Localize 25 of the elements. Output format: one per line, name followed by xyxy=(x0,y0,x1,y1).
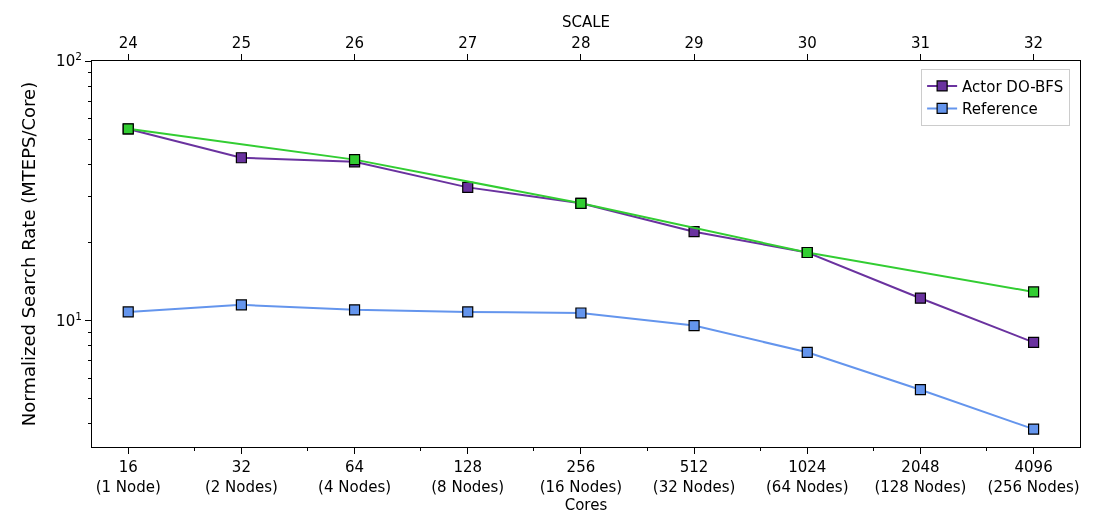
x2-tick-label: 27 xyxy=(458,33,478,52)
x2-tick-label: 31 xyxy=(910,33,930,52)
x2-axis-title: SCALE xyxy=(561,13,611,32)
x2-tick-label: 25 xyxy=(231,33,251,52)
y-axis-title: Normalized Search Rate (MTEPS/Core) xyxy=(18,81,40,427)
legend-label: Actor DO-BFS xyxy=(962,77,1064,96)
x-tick-label: 256 (16 Nodes) xyxy=(539,458,623,496)
legend-label: Reference xyxy=(962,100,1038,119)
y-tick-label: 10$^{2}$ xyxy=(56,49,82,71)
x-tick-label: 4096 (256 Nodes) xyxy=(987,458,1080,496)
x2-tick-label: 24 xyxy=(118,33,138,52)
x-tick-label: 2048 (128 Nodes) xyxy=(874,458,967,496)
x2-tick-label: 30 xyxy=(797,33,817,52)
x2-tick-label: 29 xyxy=(684,33,704,52)
x2-tick-label: 32 xyxy=(1024,33,1044,52)
x-tick-label: 64 (4 Nodes) xyxy=(318,458,392,496)
x-tick-label: 128 (8 Nodes) xyxy=(431,458,505,496)
x-tick-label: 16 (1 Node) xyxy=(95,458,161,496)
x-axis-title: Cores xyxy=(564,495,608,514)
x2-tick-label: 26 xyxy=(345,33,365,52)
x-tick-label: 32 (2 Nodes) xyxy=(204,458,278,496)
x2-tick-label: 28 xyxy=(571,33,591,52)
x-tick-label: 1024 (64 Nodes) xyxy=(765,458,849,496)
x-tick-label: 512 (32 Nodes) xyxy=(652,458,736,496)
y-tick-label: 10$^{1}$ xyxy=(56,309,82,330)
